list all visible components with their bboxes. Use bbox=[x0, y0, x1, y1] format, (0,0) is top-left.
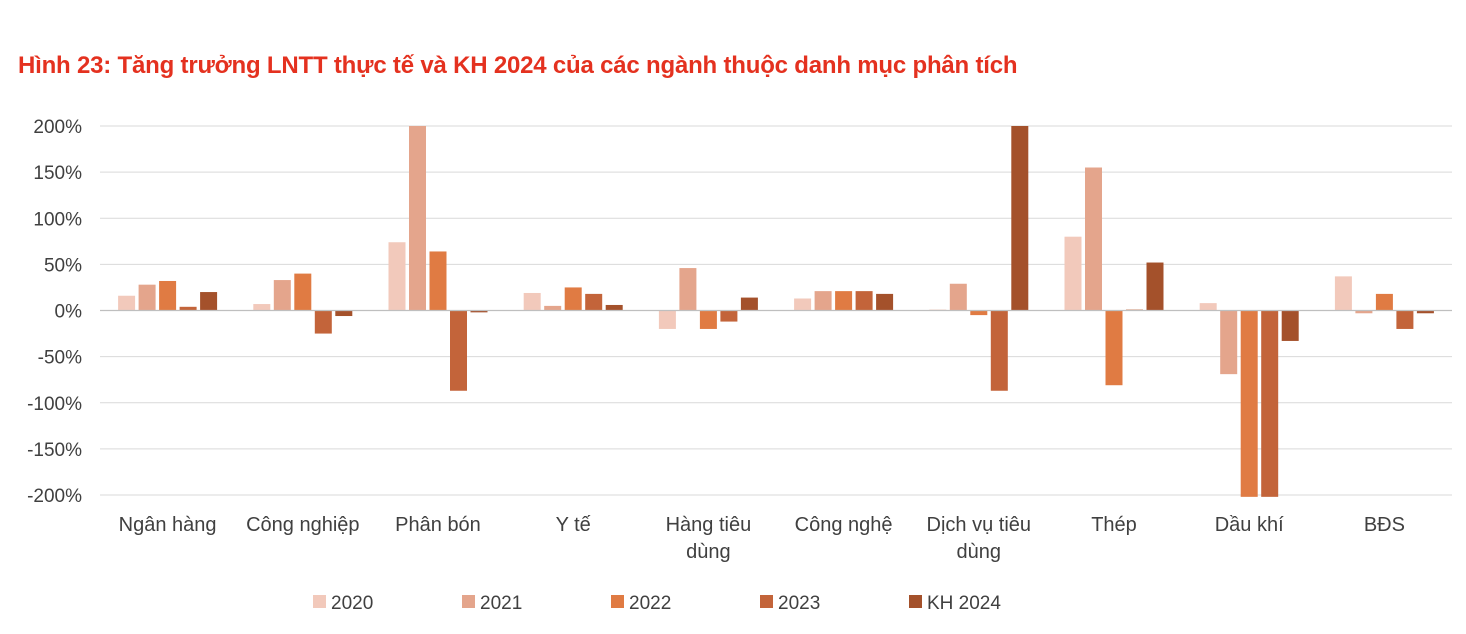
bar bbox=[159, 280, 177, 311]
legend-swatch bbox=[760, 595, 773, 608]
legend-swatch bbox=[313, 595, 326, 608]
bar bbox=[1064, 236, 1082, 311]
x-category-label: Y tế bbox=[556, 514, 591, 536]
y-tick-label: 150% bbox=[33, 163, 82, 184]
bar bbox=[1375, 293, 1393, 311]
y-axis-ticks: 200% 150% 100% 50% 0% -50% -100% -150% -200% bbox=[27, 117, 82, 507]
legend-label: 2022 bbox=[629, 593, 671, 614]
x-category-label: Công nghiệp bbox=[246, 514, 359, 536]
x-axis-categories: Ngân hàng Công nghiệp Phân bón Y tế Hàng tiê… bbox=[119, 514, 1405, 563]
bar bbox=[855, 291, 873, 311]
bar bbox=[450, 310, 467, 391]
bar bbox=[990, 310, 1008, 391]
bar bbox=[1146, 262, 1164, 311]
legend-swatch bbox=[909, 595, 922, 608]
x-category-label: Hàng tiêu bbox=[666, 514, 752, 536]
gridlines bbox=[100, 125, 1452, 496]
bar bbox=[699, 310, 717, 329]
bar bbox=[294, 273, 312, 311]
bar bbox=[585, 293, 603, 311]
bar bbox=[138, 284, 156, 311]
bar bbox=[335, 310, 353, 317]
bar bbox=[118, 295, 136, 311]
bar bbox=[1085, 167, 1102, 311]
x-category-label: Dịch vụ tiêu bbox=[927, 514, 1032, 536]
legend-swatch bbox=[462, 595, 475, 608]
bar bbox=[794, 298, 812, 311]
legend-swatch bbox=[611, 595, 624, 608]
bar bbox=[679, 268, 697, 311]
bar bbox=[835, 291, 853, 311]
bar bbox=[1220, 310, 1238, 375]
legend-label: KH 2024 bbox=[927, 593, 1001, 614]
bar bbox=[720, 310, 738, 322]
bar bbox=[273, 280, 291, 311]
bar bbox=[179, 306, 197, 311]
y-tick-label: 50% bbox=[44, 255, 82, 276]
legend-label: 2020 bbox=[331, 593, 373, 614]
bar bbox=[314, 310, 332, 334]
y-tick-label: 100% bbox=[33, 209, 82, 230]
bar bbox=[1011, 126, 1029, 311]
bar bbox=[1334, 276, 1352, 311]
x-category-label: Dầu khí bbox=[1215, 514, 1284, 536]
x-category-label: dùng bbox=[686, 541, 731, 563]
bar bbox=[470, 310, 488, 313]
bar bbox=[1199, 303, 1217, 311]
bar bbox=[876, 293, 894, 311]
legend-label: 2023 bbox=[778, 593, 820, 614]
bar bbox=[429, 251, 447, 311]
x-category-label: Thép bbox=[1091, 514, 1137, 536]
bar bbox=[564, 287, 582, 311]
bar bbox=[970, 310, 988, 316]
y-tick-label: -200% bbox=[27, 486, 82, 507]
y-tick-label: -50% bbox=[38, 348, 82, 369]
bar bbox=[1355, 310, 1373, 314]
bar bbox=[814, 291, 832, 311]
bar bbox=[409, 126, 426, 311]
bar bbox=[605, 304, 623, 311]
x-category-label: Ngân hàng bbox=[119, 514, 217, 536]
bars bbox=[118, 126, 1434, 497]
legend: 2020 2021 2022 2023 KH 2024 bbox=[313, 593, 1001, 614]
x-category-label: Phân bón bbox=[395, 514, 481, 536]
y-tick-label: -100% bbox=[27, 394, 82, 415]
y-tick-label: -150% bbox=[27, 440, 82, 461]
y-tick-label: 0% bbox=[55, 302, 83, 323]
bar bbox=[1396, 310, 1414, 329]
bar bbox=[949, 283, 967, 311]
y-tick-label: 200% bbox=[33, 117, 82, 138]
legend-label: 2021 bbox=[480, 593, 522, 614]
bar bbox=[1240, 310, 1258, 497]
bar bbox=[1416, 310, 1434, 314]
bar bbox=[658, 310, 676, 329]
bar bbox=[1261, 310, 1279, 497]
bar bbox=[200, 292, 218, 311]
bar bbox=[740, 297, 758, 311]
bar bbox=[1281, 310, 1299, 341]
bar bbox=[523, 292, 541, 311]
bar bbox=[253, 304, 271, 311]
bar bbox=[388, 242, 406, 311]
x-category-label: Công nghệ bbox=[795, 514, 893, 536]
chart-title: Hình 23: Tăng trưởng LNTT thực tế và KH … bbox=[18, 52, 1018, 79]
x-category-label: dùng bbox=[957, 541, 1002, 563]
bar bbox=[1105, 310, 1123, 386]
bar bbox=[544, 305, 562, 311]
x-category-label: BĐS bbox=[1364, 514, 1405, 536]
